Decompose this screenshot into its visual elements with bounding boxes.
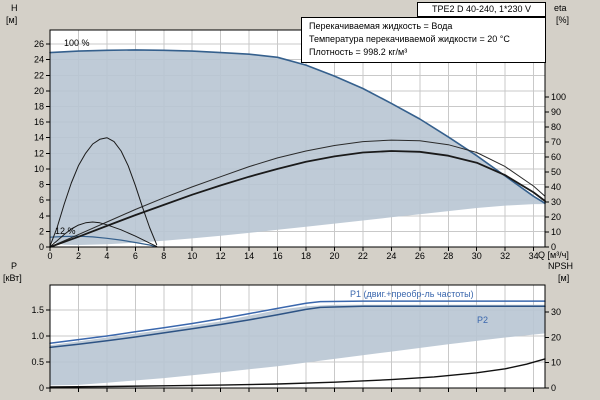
info-line-density: Плотность = 998.2 кг/м³ (309, 47, 408, 57)
y-right-tick-label: 100 (551, 92, 566, 102)
low-speed-curve-a-curve (49, 221, 158, 248)
x-tick-label: 26 (415, 251, 425, 261)
p2-curve (49, 305, 546, 349)
p-axis-title: P (11, 261, 18, 271)
p1-curve (49, 300, 546, 345)
x-tick-label: 0 (47, 251, 52, 261)
y-right-tick-label: 10 (551, 227, 561, 237)
qh-frame (49, 29, 546, 248)
operating-conditions-box: Перекачиваемая жидкость = Вода Температу… (301, 17, 546, 63)
y-left-tick-label: 24 (34, 55, 44, 65)
y-left-tick-label: 1.5 (31, 305, 44, 315)
y-left-tick-label: 0 (39, 242, 44, 252)
pump-title: TPE2 D 40-240, 1*230 V (417, 2, 546, 17)
label-p1-curve: P1 (двиг.+преобр-ль частоты) (350, 289, 474, 299)
x-tick-label: 30 (472, 251, 482, 261)
qh-12pct-curve (49, 235, 156, 247)
y-right-tick-label: 80 (551, 122, 561, 132)
y-left-tick-label: 10 (34, 164, 44, 174)
x-tick-label: 12 (216, 251, 226, 261)
y-right-tick-label: 70 (551, 137, 561, 147)
h-axis-title: H (11, 3, 18, 13)
operating-range-area (50, 49, 545, 246)
y-left-tick-label: 1.0 (31, 331, 44, 341)
x-tick-label: 20 (329, 251, 339, 261)
x-tick-label: 16 (273, 251, 283, 261)
y-left-tick-label: 12 (34, 148, 44, 158)
y-left-tick-label: 22 (34, 70, 44, 80)
y-left-tick-label: 2 (39, 226, 44, 236)
info-line-temperature: Температура перекачиваемой жидкости = 20… (309, 34, 510, 44)
y-right-tick-label: 30 (551, 197, 561, 207)
efficiency-upper-curve (49, 139, 546, 248)
power-range-area (50, 304, 545, 386)
info-line-liquid: Перекачиваемая жидкость = Вода (309, 21, 453, 31)
y-right-tick-label: 10 (551, 358, 561, 368)
y-left-tick-label: 8 (39, 180, 44, 190)
efficiency-lower-curve (49, 150, 546, 248)
y-right-tick-label: 0 (551, 383, 556, 393)
npsh-curve (49, 358, 546, 388)
label-p2-curve: P2 (477, 315, 489, 325)
x-tick-label: 18 (301, 251, 311, 261)
p-axis-unit: [кВт] (3, 273, 22, 283)
x-tick-label: 14 (244, 251, 254, 261)
qh-100pct-curve (49, 49, 546, 205)
q-axis-title: Q [м³/ч] (538, 250, 569, 260)
y-right-tick-label: 40 (551, 182, 561, 192)
label-speed-100pct: 100 % (64, 38, 90, 48)
label-speed-12pct: 12 % (55, 226, 76, 236)
y-left-tick-label: 0 (39, 383, 44, 393)
x-tick-label: 10 (187, 251, 197, 261)
y-right-tick-label: 20 (551, 332, 561, 342)
y-left-tick-label: 18 (34, 101, 44, 111)
eta-axis-title: eta (554, 3, 567, 13)
y-left-tick-label: 4 (39, 211, 44, 221)
y-right-tick-label: 60 (551, 152, 561, 162)
h-axis-unit: [м] (6, 15, 18, 25)
eta-axis-unit: [%] (556, 15, 570, 25)
y-left-tick-label: 16 (34, 117, 44, 127)
x-tick-label: 22 (358, 251, 368, 261)
x-tick-label: 8 (161, 251, 166, 261)
y-right-tick-label: 30 (551, 307, 561, 317)
x-tick-label: 2 (76, 251, 81, 261)
y-right-tick-label: 20 (551, 212, 561, 222)
x-tick-label: 24 (386, 251, 396, 261)
y-left-tick-label: 14 (34, 133, 44, 143)
x-tick-label: 34 (529, 251, 539, 261)
power-frame (49, 284, 546, 389)
x-tick-label: 28 (443, 251, 453, 261)
y-left-tick-label: 6 (39, 195, 44, 205)
npsh-axis-title: NPSH (548, 261, 574, 271)
y-right-tick-label: 50 (551, 167, 561, 177)
npsh-axis-unit: [м] (558, 273, 570, 283)
y-left-tick-label: 26 (34, 39, 44, 49)
x-tick-label: 32 (500, 251, 510, 261)
y-left-tick-label: 0.5 (31, 357, 44, 367)
low-speed-curve-b-curve (49, 137, 158, 247)
y-right-tick-label: 90 (551, 107, 561, 117)
y-right-tick-label: 0 (551, 242, 556, 252)
y-left-tick-label: 20 (34, 86, 44, 96)
x-tick-label: 6 (133, 251, 138, 261)
x-tick-label: 4 (104, 251, 109, 261)
